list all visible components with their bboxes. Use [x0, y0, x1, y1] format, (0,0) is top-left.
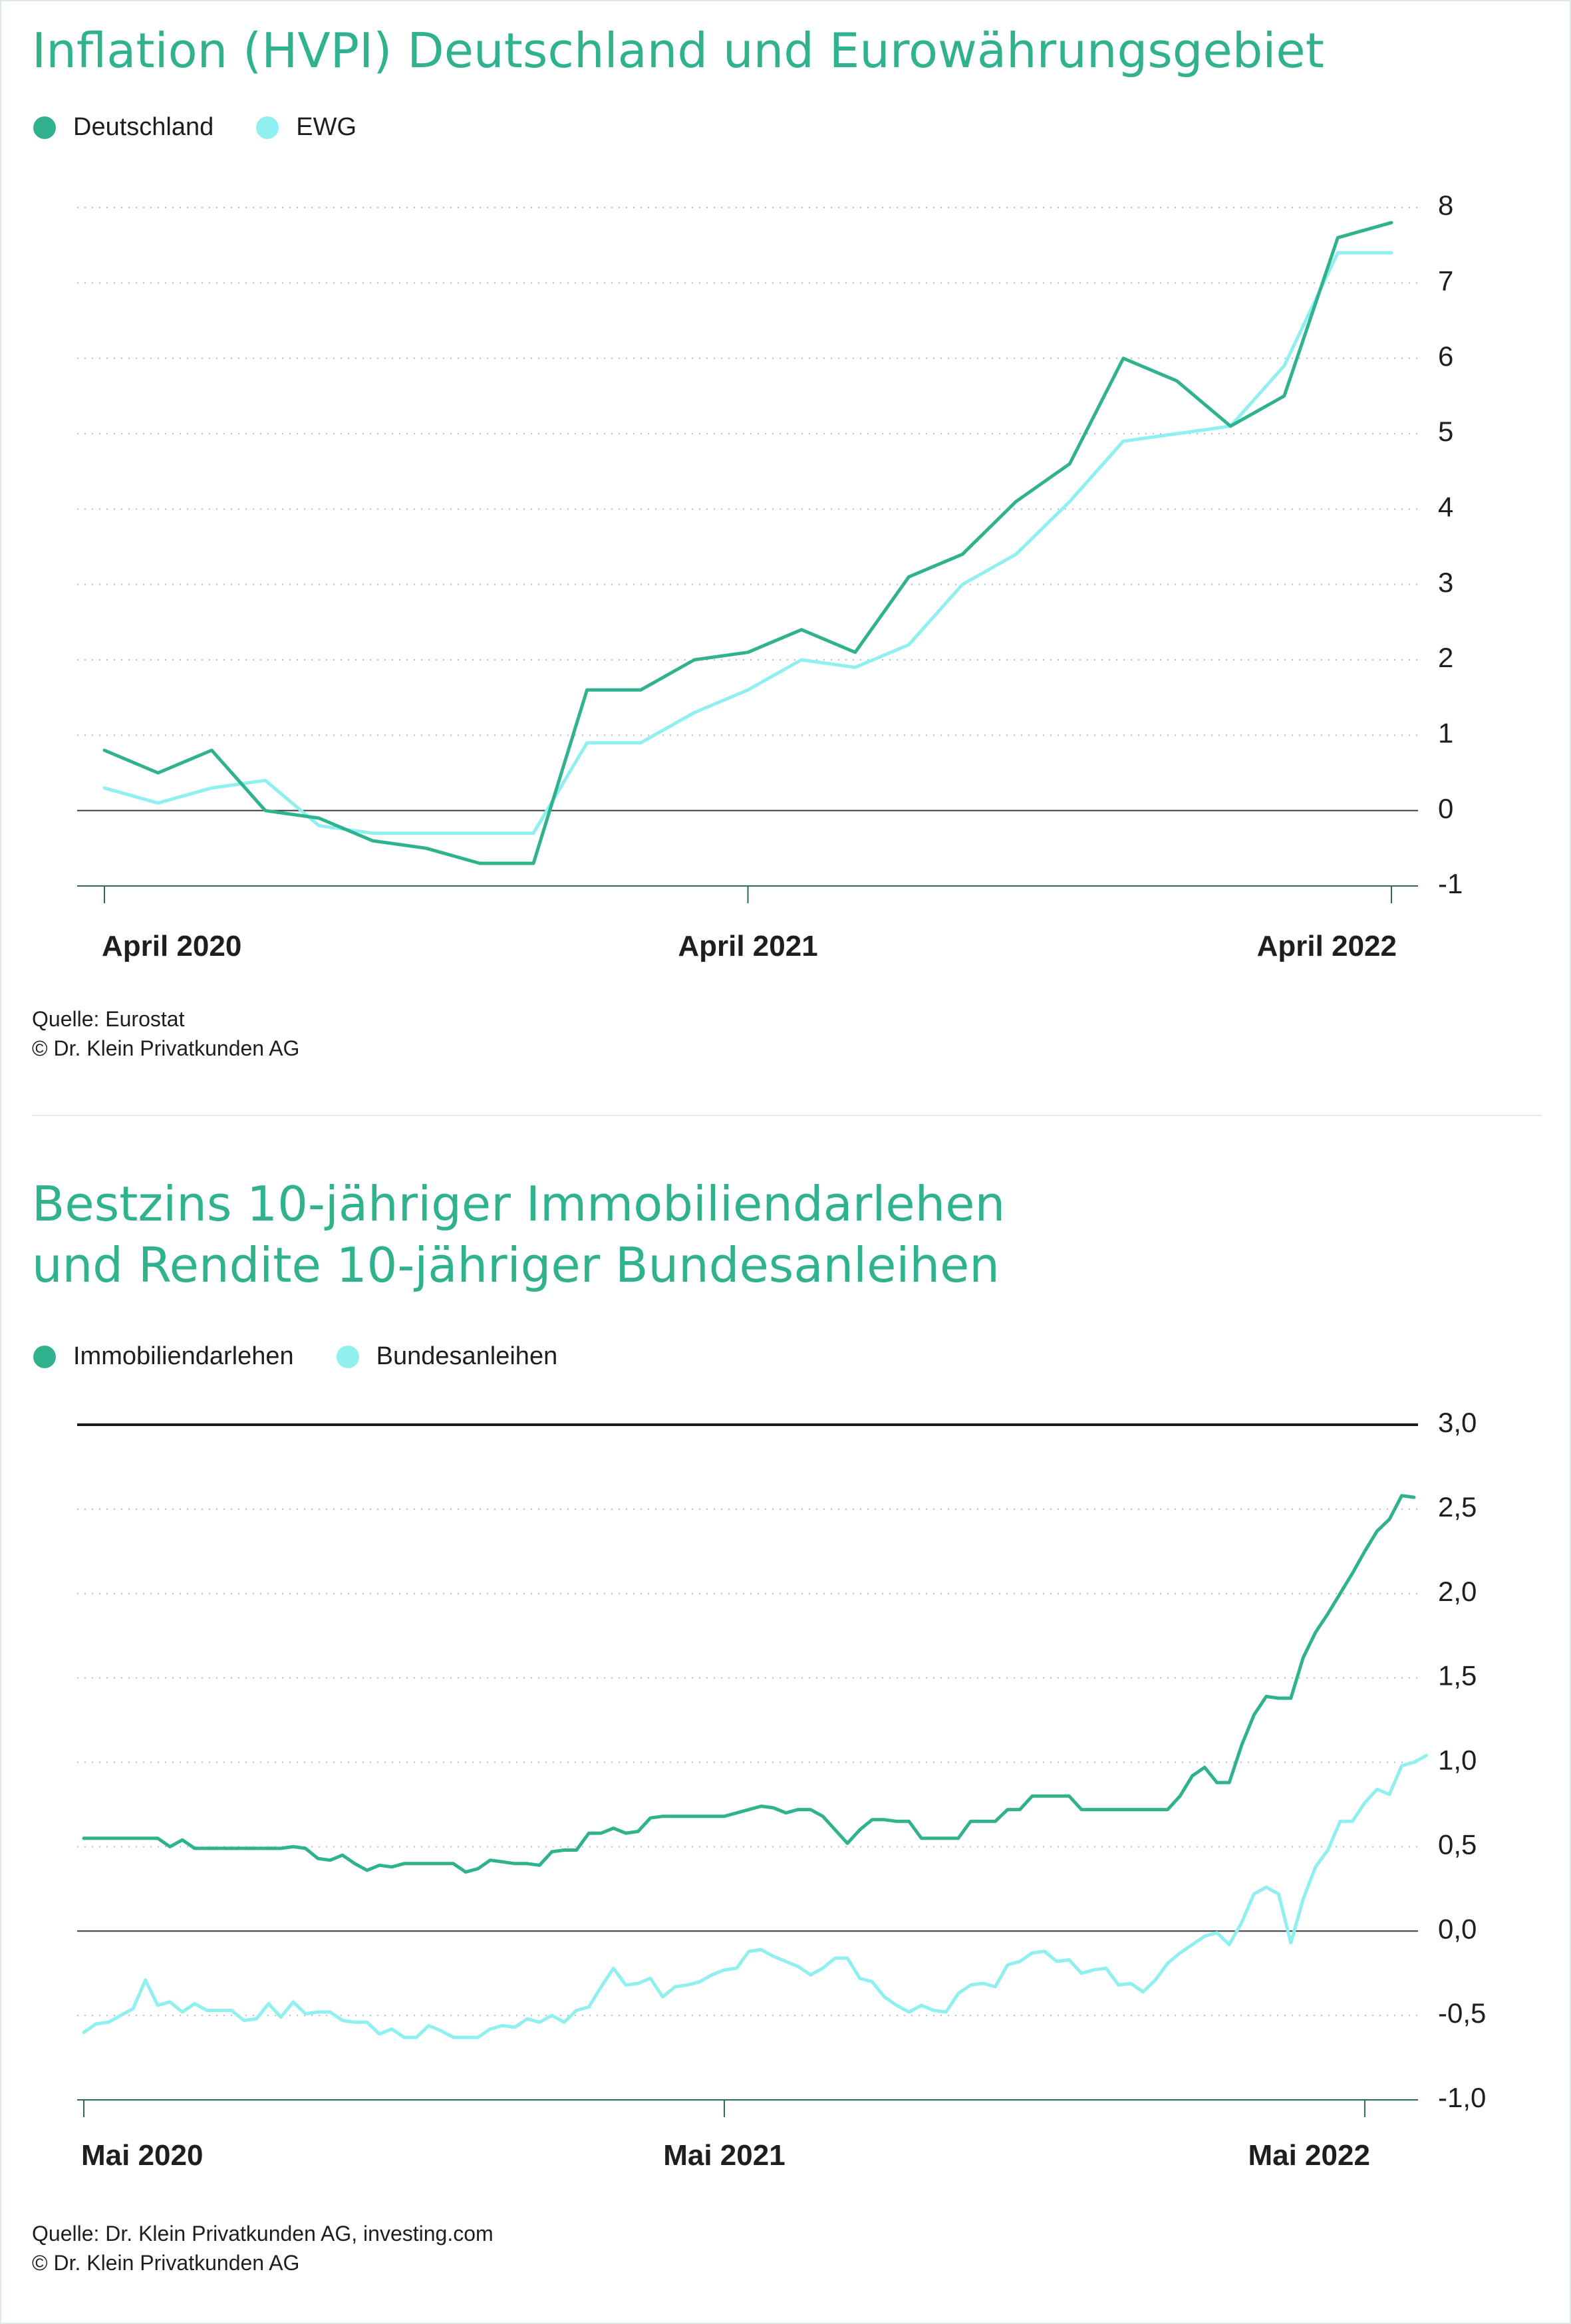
inflation-y-tick-label: 0 — [1438, 793, 1453, 824]
bund-x-tick-label: Mai 2022 — [1248, 2139, 1369, 2172]
legend-item-ewg: EWG — [256, 113, 357, 142]
inflation-series-ewg — [102, 251, 1393, 835]
bund-x-tick-label: Mai 2021 — [663, 2139, 785, 2172]
bund-y-tick-label: 1,5 — [1438, 1660, 1477, 1691]
legend-dot-bundesanleihen — [336, 1345, 359, 1368]
legend-label-ewg: EWG — [296, 113, 357, 141]
legend-item-bundesanleihen: Bundesanleihen — [336, 1342, 558, 1371]
inflation-y-tick-label: 2 — [1438, 642, 1453, 673]
bund-x-tick-label: Mai 2020 — [81, 2139, 203, 2172]
inflation-series-deutschland — [102, 221, 1393, 865]
inflation-y-tick-label: 8 — [1438, 190, 1453, 221]
inflation-y-tick-label: -1 — [1438, 868, 1463, 899]
legend-dot-deutschland — [33, 116, 56, 139]
inflation-copyright-note: © Dr. Klein Privatkunden AG — [32, 1036, 300, 1060]
bund-y-tick-label: -1,0 — [1438, 2082, 1486, 2113]
inflation-y-tick-label: 1 — [1438, 717, 1453, 748]
legend-item-immobiliendarlehen: Immobiliendarlehen — [33, 1342, 294, 1371]
bund-copyright-note: © Dr. Klein Privatkunden AG — [32, 2251, 300, 2275]
legend-item-deutschland: Deutschland — [33, 113, 214, 142]
legend-label-deutschland: Deutschland — [73, 113, 214, 141]
bund-source-note: Quelle: Dr. Klein Privatkunden AG, inves… — [32, 2222, 494, 2246]
inflation-y-tick-label: 5 — [1438, 416, 1453, 447]
bund-y-tick-label: -0,5 — [1438, 1997, 1486, 2029]
bund-series-bundesanleihen — [82, 1753, 1428, 2039]
legend-dot-ewg — [256, 116, 279, 139]
inflation-y-tick-label: 6 — [1438, 341, 1453, 372]
inflation-chart-title: Inflation (HVPI) Deutschland und Eurowäh… — [32, 23, 1324, 78]
inflation-y-tick-label: 3 — [1438, 567, 1453, 598]
bund-y-tick-label: 2,0 — [1438, 1576, 1477, 1607]
inflation-y-tick-label: 4 — [1438, 491, 1453, 522]
inflation-chart: 8 7 6 5 4 3 2 1 0 -1 April 2020 April 2021 April 202… — [77, 190, 1463, 962]
inflation-x-tick-label: April 2022 — [1257, 930, 1397, 962]
bund-legend: Immobiliendarlehen Bundesanleihen — [33, 1342, 600, 1371]
bund-y-tick-label: 1,0 — [1438, 1745, 1477, 1776]
bund-series-immobiliendarlehen — [82, 1494, 1416, 1874]
bund-chart-title-line2: und Rendite 10-jähriger Bundesanleihen — [32, 1237, 1000, 1293]
inflation-y-tick-label: 7 — [1438, 265, 1453, 296]
bund-y-tick-label: 0,0 — [1438, 1913, 1477, 1944]
inflation-source-note: Quelle: Eurostat — [32, 1007, 185, 1031]
legend-label-bundesanleihen: Bundesanleihen — [376, 1342, 558, 1370]
legend-label-immobiliendarlehen: Immobiliendarlehen — [73, 1342, 294, 1370]
bund-y-tick-label: 3,0 — [1438, 1407, 1477, 1438]
legend-dot-immobiliendarlehen — [33, 1345, 56, 1368]
bund-chart: 3,0 2,5 2,0 1,5 1,0 0,5 0,0 -0,5 -1,0 Mai 2020 Mai… — [77, 1407, 1486, 2172]
bund-y-tick-label: 2,5 — [1438, 1491, 1477, 1523]
inflation-x-tick-label: April 2020 — [102, 930, 241, 962]
inflation-x-tick-label: April 2021 — [678, 930, 817, 962]
section-divider — [32, 1115, 1542, 1116]
bund-chart-title-line1: Bestzins 10-jähriger Immobiliendarlehen — [32, 1176, 1006, 1232]
inflation-legend: Deutschland EWG — [33, 113, 399, 142]
bund-y-tick-label: 0,5 — [1438, 1828, 1477, 1860]
